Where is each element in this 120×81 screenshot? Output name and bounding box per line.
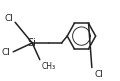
Text: Cl: Cl: [95, 70, 104, 79]
Text: CH₃: CH₃: [42, 62, 56, 71]
Text: Si: Si: [28, 38, 37, 48]
Text: Cl: Cl: [2, 48, 10, 57]
Text: Cl: Cl: [4, 14, 13, 23]
